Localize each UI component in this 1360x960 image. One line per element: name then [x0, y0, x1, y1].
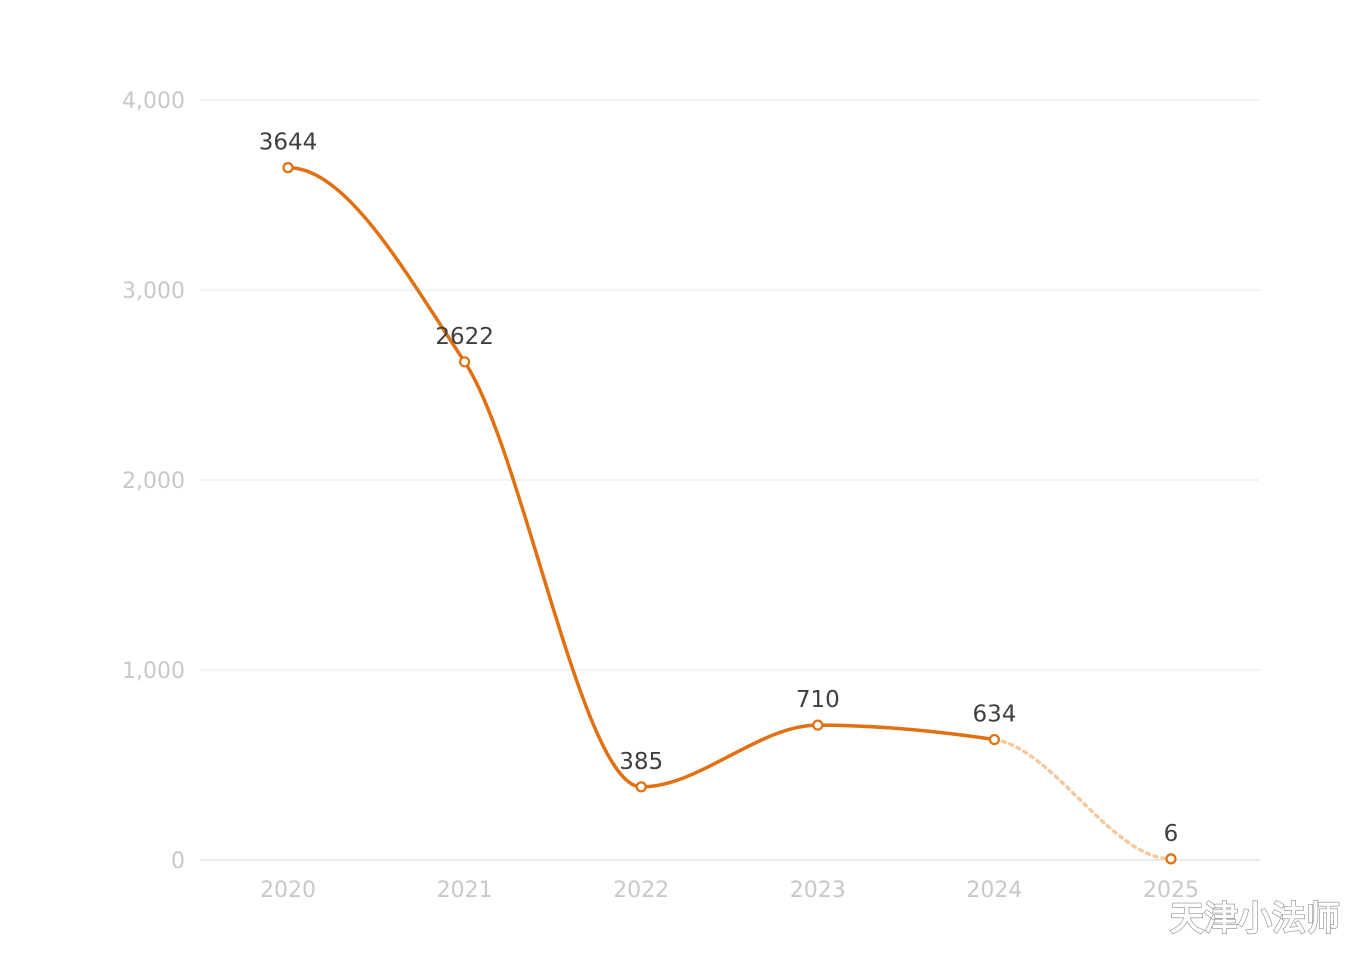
y-tick-label-3: 3,000	[122, 279, 185, 304]
y-axis-tick-labels: 0 1,000 2,000 3,000 4,000	[122, 89, 185, 874]
data-label-2020: 3644	[259, 130, 318, 156]
y-tick-label-2: 2,000	[122, 469, 185, 494]
data-point-2020	[282, 162, 294, 174]
data-point-2021	[459, 356, 471, 368]
series-line	[286, 165, 1173, 861]
data-label-2024: 634	[972, 702, 1016, 728]
x-tick-label-4: 2024	[966, 878, 1022, 903]
series-points	[282, 162, 1177, 865]
data-labels: 3644 2622 385 710 634 6	[259, 130, 1179, 847]
x-axis-tick-labels: 2020 2021 2022 2023 2024 2025	[260, 878, 1199, 903]
grid-lines	[200, 99, 1260, 861]
series-line-projected	[992, 737, 1173, 861]
x-tick-label-1: 2021	[437, 878, 493, 903]
y-tick-label-1: 1,000	[122, 659, 185, 684]
data-label-2025: 6	[1164, 821, 1179, 847]
data-point-2023	[812, 719, 824, 731]
x-tick-label-5: 2025	[1143, 878, 1199, 903]
x-tick-label-0: 2020	[260, 878, 316, 903]
data-point-2025	[1165, 853, 1177, 865]
data-label-2023: 710	[796, 687, 840, 713]
y-tick-label-4: 4,000	[122, 89, 185, 114]
data-point-2024	[988, 733, 1001, 746]
series-line-solid	[286, 165, 997, 789]
x-tick-label-3: 2023	[790, 878, 846, 903]
data-point-2022	[635, 781, 647, 793]
y-tick-label-0: 0	[171, 849, 185, 874]
data-label-2021: 2622	[435, 324, 494, 350]
x-tick-label-2: 2022	[613, 878, 669, 903]
watermark-text: 天津小法师	[1170, 899, 1340, 939]
data-label-2022: 385	[619, 749, 663, 775]
